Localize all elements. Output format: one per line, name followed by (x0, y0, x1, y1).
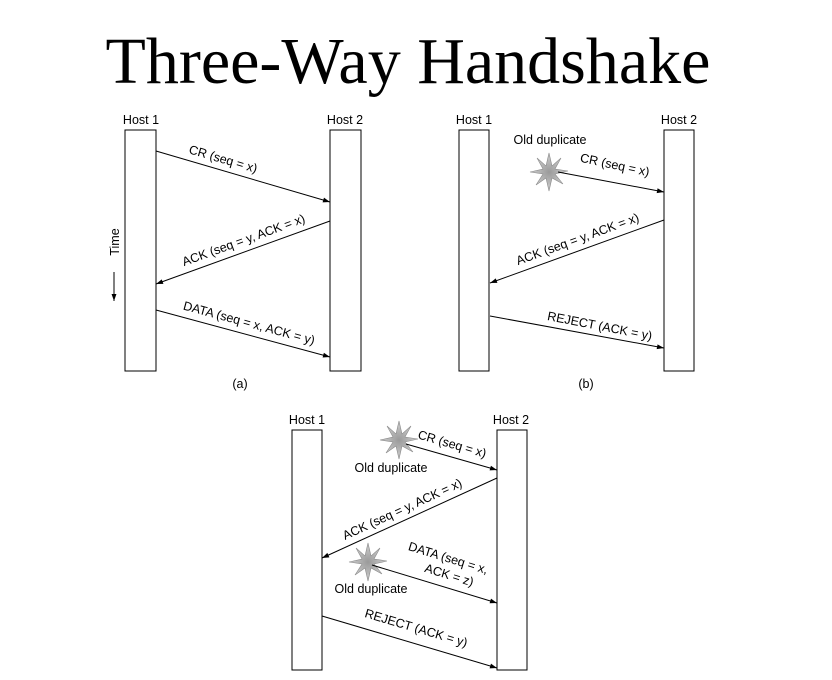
panel-a-data-label: DATA (seq = x, ACK = y) (182, 299, 317, 348)
panel-c-burst-icon-2 (348, 542, 388, 582)
panel-b-reject-label: REJECT (ACK = y) (546, 309, 653, 343)
panel-a-cr-arrow (155, 150, 331, 203)
panel-c-old-duplicate-1-label: Old duplicate (355, 461, 428, 475)
panel-c: Host 1 Host 2 Old duplicate CR (seq = x)… (289, 413, 529, 671)
panel-b-host2-label: Host 2 (661, 113, 697, 127)
panel-b-cr-label: CR (seq = x) (579, 151, 651, 179)
panel-b-cr-arrow (557, 171, 665, 194)
panel-b-host1-label: Host 1 (456, 113, 492, 127)
panel-b: Host 1 Host 2 Old duplicate CR (seq = x)… (456, 113, 697, 391)
panel-c-ack-arrow (321, 477, 498, 559)
panel-b-ack-label: ACK (seq = y, ACK = x) (514, 211, 641, 268)
panel-c-host2-timeline (496, 429, 528, 671)
panel-b-burst-icon (529, 152, 569, 192)
panel-c-ack-label: ACK (seq = y, ACK = x) (340, 476, 464, 543)
panel-a: Host 1 Host 2 Time CR (seq = x) ACK (seq… (108, 113, 363, 391)
panel-a-host1-label: Host 1 (123, 113, 159, 127)
panel-b-caption: (b) (578, 377, 593, 391)
panel-a-ack-arrow (155, 220, 331, 285)
panel-a-ack-label: ACK (seq = y, ACK = x) (180, 212, 307, 269)
panel-c-host2-label: Host 2 (493, 413, 529, 427)
panel-c-host1-label: Host 1 (289, 413, 325, 427)
panel-c-cr-label: CR (seq = x) (416, 428, 488, 461)
panel-a-host2-label: Host 2 (327, 113, 363, 127)
page-title: Three-Way Handshake (105, 25, 711, 98)
panel-c-reject-label: REJECT (ACK = y) (363, 606, 469, 650)
panel-c-data-arrow (371, 564, 498, 604)
panel-a-host2-timeline (329, 129, 362, 372)
panel-a-time-label: Time (108, 228, 122, 255)
panel-a-caption: (a) (232, 377, 247, 391)
panel-c-host1-timeline (291, 429, 323, 671)
panel-c-cr-arrow (405, 443, 498, 471)
panel-b-host1-timeline (458, 129, 490, 372)
panel-c-reject-arrow (321, 615, 498, 669)
panel-a-data-arrow (155, 309, 331, 358)
panel-b-ack-arrow (489, 219, 665, 284)
panel-c-old-duplicate-2-label: Old duplicate (335, 582, 408, 596)
panel-b-host2-timeline (663, 129, 695, 372)
panel-c-burst-icon-1 (379, 420, 419, 460)
panel-b-old-duplicate-label: Old duplicate (514, 133, 587, 147)
panel-a-host1-timeline (124, 129, 157, 372)
panel-b-reject-arrow (489, 315, 665, 350)
